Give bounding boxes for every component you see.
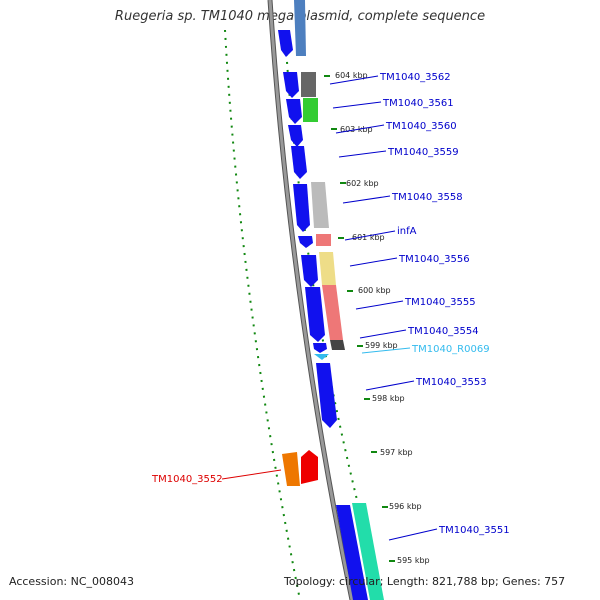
kbp-label-598: 598 kbp	[372, 394, 405, 403]
function-color-track	[294, 0, 384, 600]
cog-block-3558	[311, 182, 329, 228]
cog-block-3561	[303, 98, 318, 122]
leader-3555	[355, 300, 404, 310]
leader-3562	[329, 75, 379, 85]
leader-r0069	[361, 347, 411, 354]
kbp-ticks	[324, 75, 395, 562]
cds-tm1040-3558[interactable]	[293, 184, 310, 232]
leader-3551	[388, 528, 438, 541]
kbp-label-599: 599 kbp	[365, 341, 398, 350]
cog-block-3555	[322, 285, 343, 340]
gene-label-tm1040-3556[interactable]: TM1040_3556	[398, 254, 470, 265]
kbp-label-596: 596 kbp	[389, 502, 422, 511]
kbp-label-595: 595 kbp	[397, 556, 430, 565]
gene-label-tm1040-3559[interactable]: TM1040_3559	[387, 147, 459, 158]
leader-3554	[359, 329, 407, 339]
label-leaders	[221, 75, 438, 541]
cog-block-3562	[301, 72, 316, 97]
cog-block-3552	[282, 452, 300, 486]
topology-text: Topology: circular; Length: 821,788 bp; …	[284, 575, 566, 588]
cds-tm1040-3554[interactable]	[313, 343, 327, 353]
cog-block-3551	[352, 503, 384, 600]
cds-tm1040-3555[interactable]	[305, 287, 325, 342]
leader-3559	[338, 150, 387, 158]
cds-tm1040-3551[interactable]	[336, 505, 368, 600]
cds-top-arrow[interactable]	[278, 30, 293, 57]
rna-tm1040-r0069[interactable]	[314, 354, 329, 360]
gene-label-tm1040-3553[interactable]: TM1040_3553	[415, 377, 487, 388]
gene-label-tm1040-3555[interactable]: TM1040_3555	[404, 297, 476, 308]
kbp-label-597: 597 kbp	[380, 448, 413, 457]
kbp-label-602: 602 kbp	[346, 179, 379, 188]
cog-block-3554	[330, 340, 345, 350]
kbp-label-604: 604 kbp	[335, 71, 368, 80]
gene-label-tm1040-3554[interactable]: TM1040_3554	[407, 326, 479, 337]
cds-tm1040-3562[interactable]	[283, 72, 299, 98]
gene-label-infA[interactable]: infA	[397, 226, 417, 237]
leader-3560	[335, 124, 385, 134]
cds-track	[278, 30, 368, 600]
cds-tm1040-3553[interactable]	[316, 363, 337, 428]
gene-label-tm1040-3551[interactable]: TM1040_3551	[438, 525, 510, 536]
cog-block-3556	[319, 252, 336, 285]
cds-tm1040-3561[interactable]	[286, 99, 302, 124]
gene-label-tm1040-r0069[interactable]: TM1040_R0069	[411, 344, 490, 355]
backbone	[268, 0, 354, 600]
leader-3552	[221, 469, 282, 480]
leader-3556	[349, 257, 398, 267]
kbp-label-601: 601 kbp	[352, 233, 385, 242]
kbp-label-600: 600 kbp	[358, 286, 391, 295]
cog-block-top	[294, 0, 306, 56]
accession-text: Accession: NC_008043	[9, 575, 135, 588]
leader-infA	[344, 230, 396, 241]
gene-label-tm1040-3561[interactable]: TM1040_3561	[382, 98, 454, 109]
reverse-strand-gene[interactable]	[282, 450, 318, 486]
gene-label-tm1040-3552[interactable]: TM1040_3552	[151, 474, 223, 485]
gene-label-tm1040-3558[interactable]: TM1040_3558	[391, 192, 463, 203]
cds-tm1040-3556[interactable]	[301, 255, 318, 287]
cds-tm1040-3552[interactable]	[301, 450, 318, 484]
leader-3561	[332, 101, 382, 109]
gene-label-tm1040-3560[interactable]: TM1040_3560	[385, 121, 457, 132]
gene-label-tm1040-3562[interactable]: TM1040_3562	[379, 72, 451, 83]
cds-tm1040-3559[interactable]	[291, 146, 307, 179]
leader-3558	[342, 195, 391, 204]
cds-infA[interactable]	[298, 236, 313, 248]
cog-block-infA	[316, 234, 331, 246]
leader-3553	[365, 380, 415, 391]
cds-tm1040-3560[interactable]	[288, 125, 303, 147]
